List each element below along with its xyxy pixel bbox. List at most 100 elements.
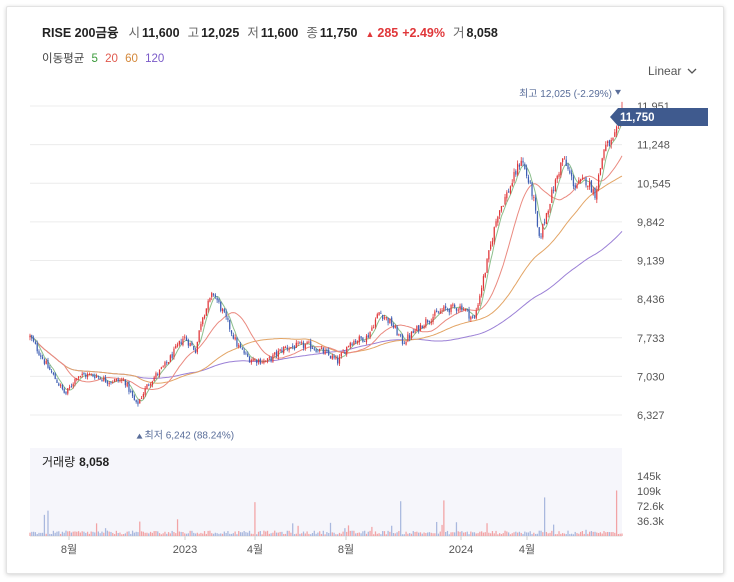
volume-bar: [533, 532, 535, 536]
volume-bar: [259, 531, 261, 536]
volume-bar: [430, 532, 432, 536]
candle-body: [590, 180, 593, 193]
candle-body: [268, 357, 270, 359]
candle-body: [385, 317, 387, 319]
candle-body: [540, 236, 542, 238]
open-value: 11,600: [142, 26, 180, 40]
candle-body: [450, 304, 452, 312]
volume-bar: [245, 532, 247, 536]
candle-body: [491, 241, 494, 245]
candle-body: [383, 317, 386, 319]
volume-bar: [614, 532, 616, 536]
candle-body: [58, 383, 60, 386]
y-tick-label: 6,327: [637, 410, 665, 422]
candle-body: [524, 164, 526, 169]
close-label: 종: [306, 26, 318, 40]
volume-bar: [239, 532, 242, 536]
ma-5[interactable]: 5: [91, 53, 98, 65]
volume-label: 거: [452, 26, 465, 40]
candle-body: [567, 164, 569, 169]
volume-bar: [112, 532, 114, 536]
candle-body: [180, 341, 182, 344]
volume-bar: [434, 533, 436, 536]
candle-body: [603, 149, 605, 159]
volume-bar: [178, 531, 180, 536]
volume-bar: [526, 532, 528, 536]
candle-body: [454, 304, 456, 308]
volume-bar: [311, 532, 314, 536]
candle-body: [317, 351, 319, 353]
volume-bar: [599, 532, 602, 536]
volume-bar: [391, 525, 393, 536]
candle-body: [50, 370, 53, 373]
candle-body: [196, 341, 198, 353]
candle-body: [606, 141, 609, 144]
volume-bar: [58, 531, 60, 536]
candle-body: [338, 356, 341, 364]
volume-bar: [328, 533, 330, 536]
candle-body: [142, 394, 144, 398]
volume-bar: [139, 521, 141, 536]
chevron-down-icon: [687, 68, 697, 74]
volume-bar: [301, 533, 303, 536]
volume-bar: [561, 533, 564, 536]
volume-bar: [166, 533, 168, 536]
candle-body: [72, 384, 74, 387]
candle-body: [549, 203, 551, 211]
volume-bar: [173, 532, 175, 536]
volume-bar: [243, 530, 245, 536]
candle-body: [155, 373, 157, 378]
candle-body: [446, 309, 449, 310]
volume-bar: [77, 531, 80, 536]
y-tick-label: 10,545: [637, 178, 671, 190]
volume-bar: [227, 531, 229, 536]
candle-body: [207, 300, 209, 310]
candle-body: [423, 325, 425, 329]
volume-bar: [428, 532, 431, 536]
volume-bar: [603, 531, 605, 536]
candle-body: [322, 348, 324, 354]
candle-body: [585, 177, 587, 186]
current-price-tag: [610, 108, 708, 127]
candle-body: [256, 359, 258, 364]
volume-bar: [171, 530, 173, 536]
candle-body: [295, 342, 297, 348]
volume-bar: [612, 532, 614, 536]
volume-bar: [31, 531, 33, 536]
candle-body: [88, 374, 91, 375]
volume-bar: [455, 522, 458, 536]
ma-60[interactable]: 60: [125, 53, 138, 65]
candle-body: [115, 378, 117, 381]
volume-bar: [412, 531, 414, 536]
candle-body: [328, 349, 330, 355]
candle-body: [410, 331, 413, 339]
volume-bar: [464, 532, 467, 536]
ma-120[interactable]: 120: [145, 53, 165, 65]
volume-bar: [392, 533, 395, 536]
candle-body: [200, 324, 202, 330]
volume-bar: [290, 532, 292, 536]
candle-body: [391, 317, 393, 326]
scale-selector[interactable]: Linear: [648, 64, 697, 78]
volume-bar: [506, 531, 508, 536]
volume-bar: [281, 531, 283, 536]
candle-body: [211, 293, 213, 298]
ma-20[interactable]: 20: [105, 53, 118, 65]
volume-bar: [558, 531, 560, 536]
candle-body: [36, 343, 38, 352]
volume-bar: [461, 531, 463, 536]
candle-body: [596, 189, 598, 200]
volume-bar: [322, 530, 324, 536]
candle-body: [441, 310, 443, 312]
candle-body: [59, 384, 62, 386]
volume-bar: [306, 531, 308, 536]
volume-bar: [529, 531, 531, 536]
volume-bar: [414, 531, 416, 536]
candle-body: [520, 160, 522, 166]
candle-body: [599, 168, 602, 175]
volume-bar: [578, 533, 580, 536]
candle-body: [481, 288, 483, 296]
volume-bar: [382, 531, 384, 536]
candle-body: [412, 331, 414, 334]
